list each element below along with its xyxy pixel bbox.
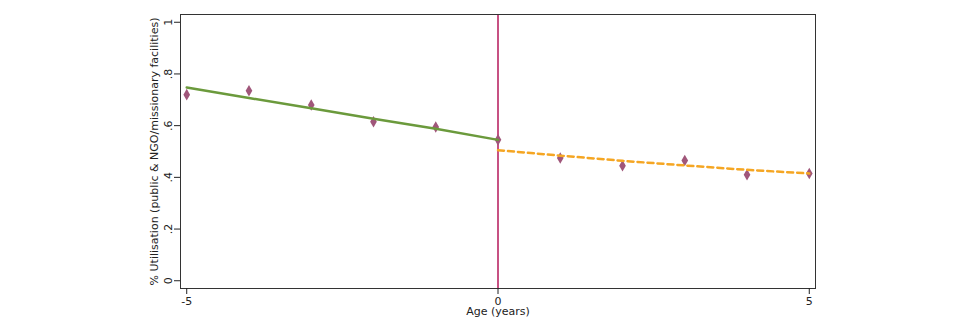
svg-text:5: 5 [806,295,813,308]
svg-text:% Utilisation (public & NGO/mi: % Utilisation (public & NGO/missionary f… [148,18,161,286]
svg-text:.4: .4 [162,172,175,183]
svg-text:.6: .6 [162,120,175,131]
svg-text:.8: .8 [162,69,175,80]
svg-text:-5: -5 [181,295,192,308]
svg-text:0: 0 [494,295,502,309]
svg-text:0: 0 [162,277,175,284]
svg-text:Age (years): Age (years) [466,305,530,318]
svg-text:.2: .2 [162,224,175,235]
svg-text:1: 1 [162,19,175,26]
